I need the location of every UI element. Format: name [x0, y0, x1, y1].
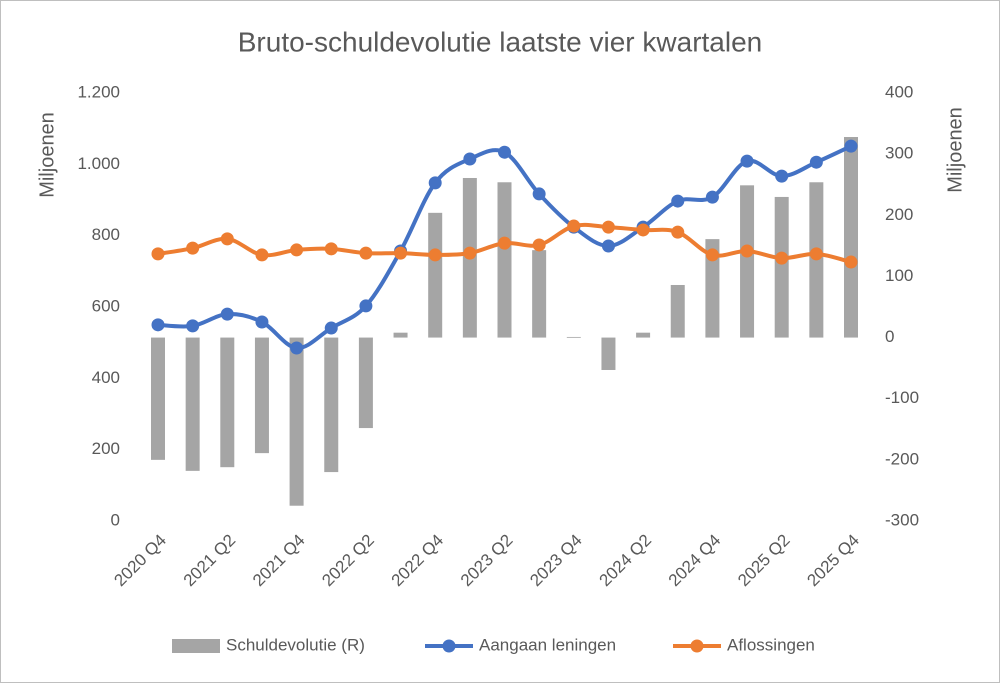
bar — [324, 337, 339, 473]
point — [567, 219, 581, 233]
point — [498, 236, 511, 250]
point — [532, 187, 546, 201]
point — [255, 315, 269, 329]
y-tick-label: 1.000 — [77, 154, 120, 173]
point — [394, 246, 408, 260]
bar — [601, 337, 616, 370]
bar — [740, 185, 755, 338]
bar — [289, 337, 304, 506]
point — [844, 255, 858, 269]
point — [498, 145, 511, 159]
y-tick-label: 0 — [111, 510, 120, 529]
bar — [393, 332, 408, 338]
legend-label: Schuldevolutie (R) — [226, 635, 365, 654]
y2-tick-label: 300 — [885, 144, 913, 163]
point — [324, 321, 338, 335]
point — [844, 139, 858, 153]
bar — [774, 196, 789, 338]
bar — [428, 212, 443, 338]
point — [428, 176, 442, 190]
point — [359, 299, 373, 313]
bar — [254, 337, 269, 454]
bar — [705, 239, 720, 338]
point — [428, 248, 442, 262]
bar — [636, 332, 651, 338]
point — [463, 152, 477, 166]
point — [775, 251, 789, 265]
point — [220, 232, 234, 246]
point — [705, 248, 719, 262]
point — [359, 246, 373, 260]
point — [186, 241, 200, 255]
y2-tick-label: 0 — [885, 327, 894, 346]
point — [151, 247, 165, 261]
y-tick-label: 800 — [92, 225, 120, 244]
bar — [151, 337, 165, 460]
y2-tick-label: -100 — [885, 388, 919, 407]
legend-marker — [690, 639, 704, 653]
point — [775, 169, 789, 183]
bar — [220, 337, 235, 468]
point — [636, 223, 650, 237]
point — [324, 242, 338, 256]
y2-axis-title: Miljoenen — [944, 107, 966, 193]
point — [705, 190, 719, 204]
y2-tick-label: 400 — [885, 82, 913, 101]
point — [809, 247, 823, 261]
y2-tick-label: 100 — [885, 266, 913, 285]
point — [740, 154, 754, 168]
legend-label: Aangaan leningen — [479, 635, 616, 654]
bar — [670, 284, 685, 338]
point — [809, 155, 823, 169]
point — [151, 318, 165, 332]
bar — [358, 337, 373, 429]
bar — [566, 336, 581, 338]
point — [671, 225, 685, 239]
y-tick-label: 600 — [92, 296, 120, 315]
point — [220, 307, 234, 321]
y-tick-label: 400 — [92, 368, 120, 387]
point — [290, 341, 304, 355]
point — [290, 243, 304, 257]
bar — [185, 337, 200, 471]
y2-tick-label: -200 — [885, 449, 919, 468]
y2-tick-label: -300 — [885, 510, 919, 529]
legend-label: Aflossingen — [727, 635, 815, 654]
bar — [497, 182, 512, 338]
y-tick-label: 200 — [92, 439, 120, 458]
bar — [844, 137, 858, 338]
point — [601, 239, 615, 253]
point — [186, 319, 200, 333]
point — [255, 248, 269, 262]
y-tick-label: 1.200 — [77, 82, 120, 101]
legend-swatch — [172, 639, 220, 653]
legend-marker — [442, 639, 456, 653]
y-axis-title: Miljoenen — [36, 112, 58, 198]
point — [671, 194, 685, 208]
chart-title: Bruto-schuldevolutie laatste vier kwarta… — [238, 26, 762, 57]
point — [463, 246, 477, 260]
y2-tick-label: 200 — [885, 205, 913, 224]
point — [532, 238, 546, 252]
point — [740, 244, 754, 258]
point — [601, 220, 615, 234]
bar — [532, 250, 547, 338]
